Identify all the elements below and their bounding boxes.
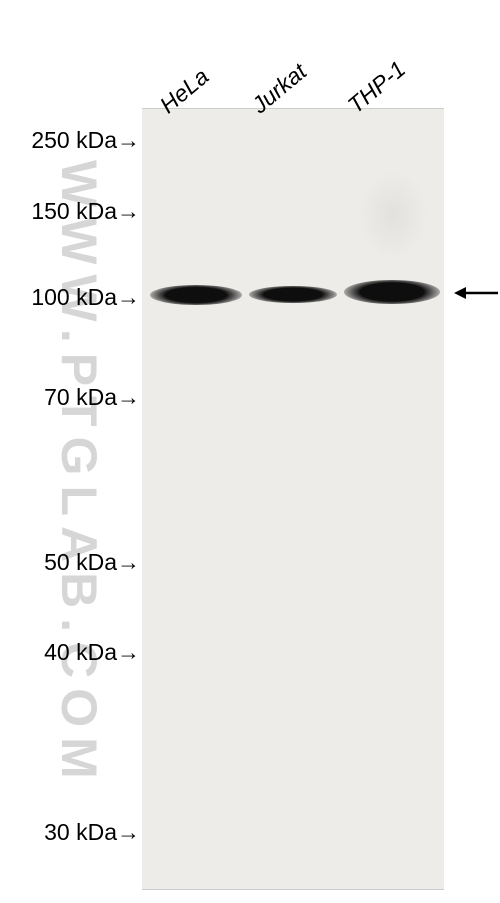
blot-band [249, 286, 337, 303]
mw-value: 70 kDa [44, 384, 117, 410]
arrow-right-icon: → [117, 198, 140, 224]
lane-label: Jurkat [247, 58, 312, 119]
mw-marker-label: 70 kDa→ [0, 384, 140, 411]
mw-marker-label: 250 kDa→ [0, 127, 140, 154]
mw-marker-label: 100 kDa→ [0, 284, 140, 311]
blot-band [150, 285, 242, 305]
arrow-right-icon: → [117, 639, 140, 665]
mw-value: 100 kDa [31, 284, 117, 310]
mw-value: 250 kDa [31, 127, 117, 153]
mw-marker-label: 150 kDa→ [0, 198, 140, 225]
figure-container: WWW.PTGLAB.COM HeLaJurkatTHP-1 250 kDa→1… [0, 0, 500, 903]
lane-label: THP-1 [343, 56, 411, 119]
mw-value: 30 kDa [44, 819, 117, 845]
mw-marker-label: 40 kDa→ [0, 639, 140, 666]
band-indicator-arrow [454, 283, 500, 308]
arrow-right-icon: → [117, 819, 140, 845]
mw-marker-label: 50 kDa→ [0, 549, 140, 576]
blot-band [344, 280, 440, 304]
arrow-left-icon [454, 283, 500, 303]
mw-value: 50 kDa [44, 549, 117, 575]
blot-faint-smear [358, 170, 428, 260]
mw-marker-label: 30 kDa→ [0, 819, 140, 846]
arrow-right-icon: → [117, 384, 140, 410]
arrow-right-icon: → [117, 549, 140, 575]
mw-labels-group: 250 kDa→150 kDa→100 kDa→70 kDa→50 kDa→40… [0, 0, 140, 903]
arrow-right-icon: → [117, 127, 140, 153]
mw-value: 150 kDa [31, 198, 117, 224]
arrow-right-icon: → [117, 284, 140, 310]
mw-value: 40 kDa [44, 639, 117, 665]
